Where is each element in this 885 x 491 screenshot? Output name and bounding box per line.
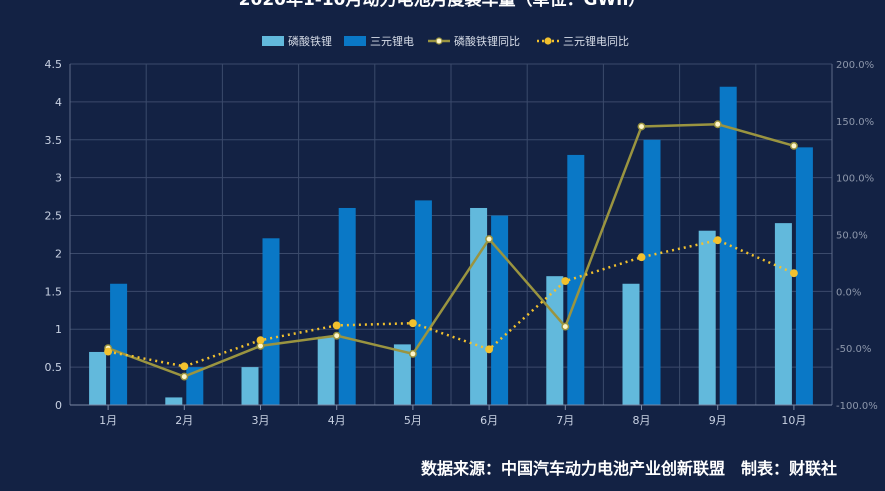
point-ternary-yoy [408, 319, 417, 328]
x-tick-label: 3月 [252, 414, 270, 427]
source-note: 数据来源：中国汽车动力电池产业创新联盟 制表：财联社 [421, 459, 837, 478]
y-tick-label: 1 [55, 323, 62, 336]
legend-label: 三元锂电同比 [563, 34, 629, 48]
x-tick-label: 4月 [328, 414, 346, 427]
point-ternary-yoy [180, 362, 189, 371]
legend-label: 磷酸铁锂同比 [454, 34, 520, 48]
point-lfp-yoy [408, 349, 417, 358]
grid [69, 63, 833, 406]
y2-tick-label: 150.0% [836, 117, 874, 128]
y2-tick-label: -100.0% [836, 401, 878, 412]
bar-ternary [186, 367, 204, 405]
bar-lfp [774, 223, 792, 405]
bar-lfp [698, 230, 716, 405]
point-lfp-yoy [789, 141, 798, 150]
y2-tick-label: 50.0% [836, 231, 868, 242]
x-tick-label: 10月 [781, 414, 806, 427]
bars [89, 86, 813, 405]
x-tick-label: 7月 [556, 414, 574, 427]
bar-lfp [241, 367, 259, 405]
point-lfp-yoy [485, 235, 494, 243]
x-tick-label: 6月 [480, 414, 498, 427]
bar-lfp [393, 344, 411, 405]
bar-ternary [567, 154, 585, 405]
bar-ternary [719, 86, 737, 405]
point-ternary-yoy [256, 336, 265, 345]
y2-tick-label: 200.0% [836, 60, 874, 71]
x-tick-label: 2月 [175, 414, 193, 427]
legend-label: 磷酸铁锂 [288, 34, 332, 48]
point-ternary-yoy [332, 321, 341, 330]
line-lfp-yoy [107, 122, 795, 378]
line-ternary-yoy [107, 238, 795, 368]
legend-label: 三元锂电 [370, 34, 414, 48]
y-tick-label: 0 [55, 399, 62, 412]
point-ternary-yoy [637, 253, 646, 262]
y-tick-label: 0.5 [45, 361, 63, 374]
bar-lfp [470, 207, 488, 405]
x-tick-label: 5月 [404, 414, 422, 427]
y2-tick-label: 100.0% [836, 174, 874, 185]
bar-ternary [262, 238, 280, 405]
point-lfp-yoy [561, 322, 570, 331]
y2-tick-label: 0.0% [836, 287, 861, 298]
point-lfp-yoy [180, 372, 189, 381]
point-lfp-yoy [713, 120, 722, 129]
legend-swatch [344, 36, 366, 46]
bar-lfp [317, 336, 335, 405]
bar-ternary [338, 207, 356, 405]
point-lfp-yoy [332, 331, 341, 340]
point-ternary-yoy [104, 347, 113, 356]
legend-marker [544, 37, 552, 45]
lines [104, 120, 798, 381]
y-tick-label: 4.5 [45, 58, 63, 71]
point-ternary-yoy [485, 345, 494, 354]
legend: 磷酸铁锂 三元锂电 磷酸铁锂同比 三元锂电同比 [262, 34, 629, 48]
chart-title: 2020年1-10月动力电池月度装车量（单位：GWh） [239, 0, 646, 10]
point-ternary-yoy [713, 236, 722, 245]
bar-ternary [643, 139, 661, 405]
y-tick-label: 2 [55, 247, 62, 260]
point-lfp-yoy [637, 122, 646, 131]
legend-swatch [262, 36, 284, 46]
bar-ternary [110, 283, 128, 405]
point-ternary-yoy [561, 277, 570, 286]
point-ternary-yoy [789, 269, 798, 278]
bar-lfp [89, 351, 107, 405]
legend-marker [435, 37, 443, 45]
bar-lfp [546, 276, 564, 405]
bar-lfp [622, 283, 640, 405]
bar-ternary [414, 200, 432, 405]
y-tick-label: 2.5 [45, 210, 63, 223]
y-tick-label: 3.5 [45, 134, 63, 147]
y-tick-label: 1.5 [45, 285, 63, 298]
y-tick-label: 4 [55, 96, 62, 109]
bar-ternary [491, 215, 509, 405]
bar-lfp [165, 397, 183, 405]
y2-tick-label: -50.0% [836, 344, 871, 355]
x-tick-label: 8月 [633, 414, 651, 427]
x-tick-label: 9月 [709, 414, 727, 427]
y-tick-label: 3 [55, 172, 62, 185]
axes: 0 0.5 1 1.5 2 2.5 3 3.5 4 4.5 -100.0% -50.0% 0.0% 50.… [45, 58, 878, 427]
x-tick-label: 1月 [99, 414, 117, 427]
bar-ternary [795, 147, 813, 405]
